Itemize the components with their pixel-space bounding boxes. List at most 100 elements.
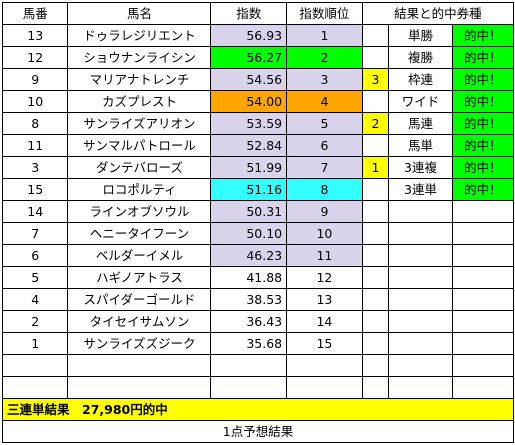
empty-cell [67, 354, 212, 377]
table-row: 4 スパイダーゴールド 38.53 13 [1, 288, 515, 311]
table-row: 13 ドゥラレジリエント 56.93 1 単勝 的中！ [1, 24, 515, 47]
horse-index: 54.00 [210, 90, 288, 113]
empty-cell [388, 266, 453, 289]
horse-index-rank: 5 [286, 112, 363, 135]
bet-hit-badge: 的中！ [451, 68, 515, 91]
bet-hit-badge: 的中！ [451, 24, 515, 47]
horse-index: 41.88 [210, 266, 288, 289]
bet-hit-badge: 的中！ [451, 112, 515, 135]
bet-place [361, 134, 390, 157]
empty-cell [1, 376, 69, 399]
table-row: 9 マリアナトレンチ 54.56 3 3 枠連 的中！ [1, 68, 515, 91]
empty-cell [451, 354, 515, 377]
empty-cell [1, 354, 69, 377]
empty-cell [451, 376, 515, 399]
horse-index-rank: 7 [286, 156, 363, 179]
horse-index: 35.68 [210, 332, 288, 355]
table-row: 5 ハギノアトラス 41.88 12 [1, 266, 515, 289]
empty-cell [388, 376, 453, 399]
bet-type: 単勝 [388, 24, 453, 47]
empty-cell [388, 332, 453, 355]
table-row: 14 ラインオブソウル 50.31 9 [1, 200, 515, 223]
horse-index: 51.99 [210, 156, 288, 179]
empty-cell [388, 310, 453, 333]
bet-place [361, 46, 390, 69]
horse-index: 56.93 [210, 24, 288, 47]
empty-cell [361, 266, 390, 289]
table-row: 10 カズプレスト 54.00 4 ワイド 的中！ [1, 90, 515, 113]
empty-cell [451, 266, 515, 289]
empty-cell [361, 222, 390, 245]
horse-name: タイセイサムソン [67, 310, 212, 333]
empty-cell [361, 200, 390, 223]
table-row: 1 サンライズズジーク 35.68 15 [1, 332, 515, 355]
horse-index-rank: 12 [286, 266, 363, 289]
empty-cell [361, 310, 390, 333]
horse-name: ハギノアトラス [67, 266, 212, 289]
horse-number: 7 [1, 222, 69, 245]
horse-index-rank: 1 [286, 24, 363, 47]
empty-cell [210, 354, 288, 377]
bet-hit-badge: 的中！ [451, 46, 515, 69]
horse-number: 14 [1, 200, 69, 223]
table-row: 15 ロコポルティ 51.16 8 3連単 的中！ [1, 178, 515, 201]
header-index: 指数 [210, 2, 288, 25]
empty-cell [451, 244, 515, 267]
horse-index-rank: 9 [286, 200, 363, 223]
header-results: 結果と的中券種 [361, 2, 515, 25]
table-row [1, 354, 515, 377]
table-row: 3 ダンテバローズ 51.99 7 1 3連複 的中！ [1, 156, 515, 179]
empty-cell [286, 354, 363, 377]
empty-cell [361, 354, 390, 377]
empty-cell [388, 354, 453, 377]
table-row: 11 サンマルパトロール 52.84 6 馬単 的中！ [1, 134, 515, 157]
horse-index: 52.84 [210, 134, 288, 157]
bet-type: 枠連 [388, 68, 453, 91]
empty-cell [451, 200, 515, 223]
horse-index-rank: 10 [286, 222, 363, 245]
bet-place: 3 [361, 68, 390, 91]
horse-number: 13 [1, 24, 69, 47]
horse-index: 53.59 [210, 112, 288, 135]
table-row: 7 ヘニータイフーン 50.10 10 [1, 222, 515, 245]
bet-type: 複勝 [388, 46, 453, 69]
horse-index: 54.56 [210, 68, 288, 91]
horse-index: 50.31 [210, 200, 288, 223]
horse-index: 38.53 [210, 288, 288, 311]
empty-cell [388, 244, 453, 267]
header-horse-name: 馬名 [67, 2, 212, 25]
empty-cell [67, 376, 212, 399]
horse-number: 15 [1, 178, 69, 201]
horse-name: ラインオブソウル [67, 200, 212, 223]
footer-row: 1点予想結果 [2, 420, 514, 443]
horse-name: サンライズアリオン [67, 112, 212, 135]
table-row [1, 376, 515, 399]
horse-name: サンライズズジーク [67, 332, 212, 355]
horse-index-rank: 4 [286, 90, 363, 113]
empty-cell [451, 310, 515, 333]
horse-number: 3 [1, 156, 69, 179]
empty-cell [388, 288, 453, 311]
horse-index: 46.23 [210, 244, 288, 267]
horse-number: 2 [1, 310, 69, 333]
horse-name: ロコポルティ [67, 178, 212, 201]
horse-number: 10 [1, 90, 69, 113]
horse-name: ショウナンライシン [67, 46, 212, 69]
horse-name: ドゥラレジリエント [67, 24, 212, 47]
horse-index-rank: 3 [286, 68, 363, 91]
bet-type: ワイド [388, 90, 453, 113]
empty-cell [451, 332, 515, 355]
bet-type: 3連複 [388, 156, 453, 179]
horse-index-rank: 14 [286, 310, 363, 333]
horse-name: ヘニータイフーン [67, 222, 212, 245]
horse-index: 51.16 [210, 178, 288, 201]
empty-cell [361, 376, 390, 399]
horse-number: 8 [1, 112, 69, 135]
empty-cell [361, 288, 390, 311]
bet-place [361, 24, 390, 47]
horse-number: 4 [1, 288, 69, 311]
horse-index-rank: 13 [286, 288, 363, 311]
bet-type: 馬単 [388, 134, 453, 157]
horse-index-rank: 6 [286, 134, 363, 157]
